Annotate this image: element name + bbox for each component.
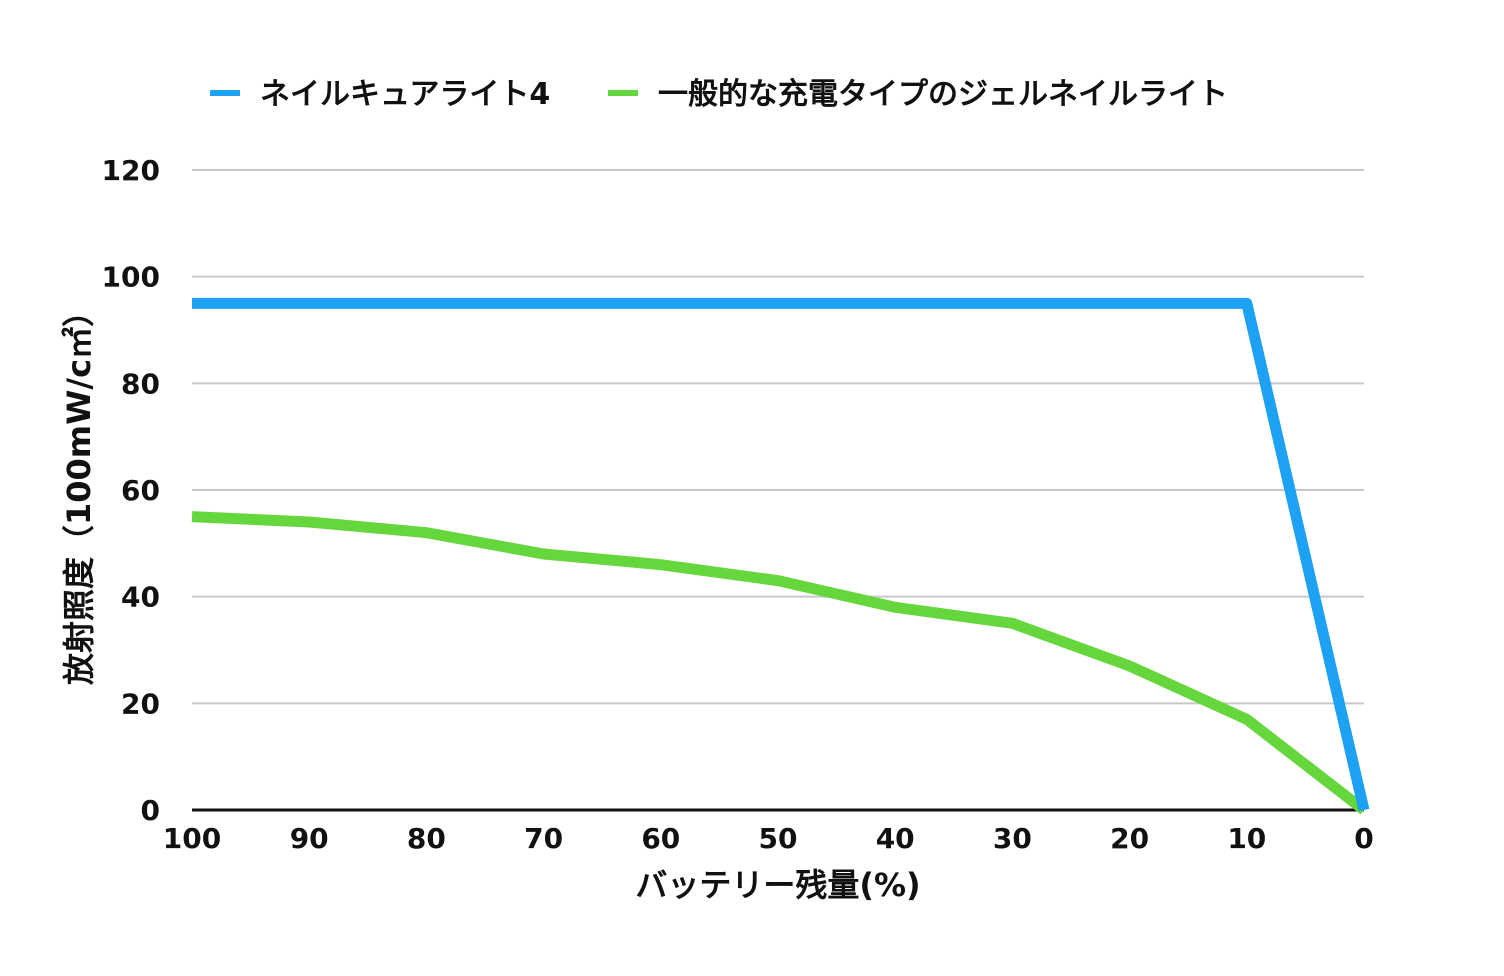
- x-tick-label: 60: [641, 822, 680, 855]
- x-axis-ticks: 100 90 80 70 60 50 40 30 20 10 0: [163, 822, 1374, 855]
- x-tick-label: 10: [1227, 822, 1266, 855]
- x-tick-label: 70: [524, 822, 563, 855]
- y-axis-ticks: 0 20 40 60 80 100 120: [102, 154, 160, 827]
- legend: ネイルキュアライト4 一般的な充電タイプのジェルネイルライト: [210, 77, 1228, 112]
- series-lines: [191, 297, 1370, 815]
- x-tick-label: 30: [993, 822, 1032, 855]
- x-tick-label: 50: [759, 822, 798, 855]
- x-tick-label: 0: [1354, 822, 1373, 855]
- legend-label: ネイルキュアライト4: [260, 77, 550, 112]
- series-line: [192, 297, 1370, 812]
- x-tick-label: 100: [163, 822, 221, 855]
- x-tick-label: 20: [1110, 822, 1149, 855]
- x-axis-title: バッテリー残量(%): [635, 866, 920, 904]
- y-tick-label: 20: [121, 687, 160, 720]
- y-axis-title: 放射照度（100mW/c㎡）: [60, 295, 98, 685]
- y-tick-label: 80: [121, 367, 160, 400]
- y-tick-label: 120: [102, 154, 160, 187]
- y-tick-label: 0: [141, 794, 160, 827]
- y-tick-label: 40: [121, 581, 160, 614]
- gridlines: [192, 169, 1364, 812]
- x-tick-label: 40: [876, 822, 915, 855]
- y-tick-label: 60: [121, 474, 160, 507]
- x-tick-label: 80: [407, 822, 446, 855]
- y-tick-label: 100: [102, 261, 160, 294]
- series-line: [191, 511, 1368, 815]
- x-tick-label: 90: [290, 822, 329, 855]
- legend-label: 一般的な充電タイプのジェルネイルライト: [658, 77, 1228, 112]
